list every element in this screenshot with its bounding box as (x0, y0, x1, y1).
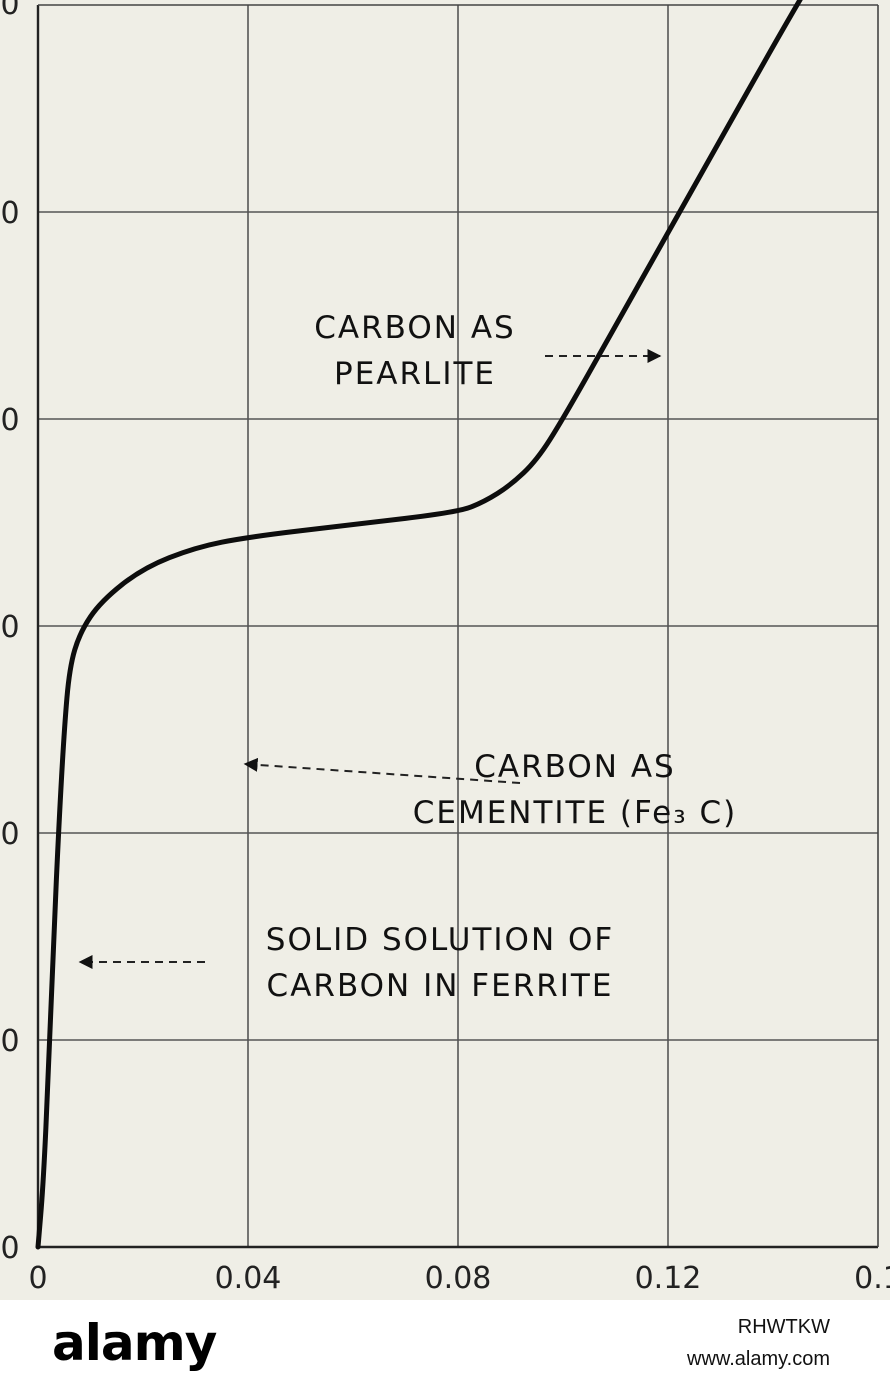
site-url: www.alamy.com (687, 1348, 830, 1370)
line-chart: CARBON AS PEARLITE CARBON AS CEMENTITE (Fe₃… (0, 0, 890, 1296)
y-tick-label: 0 (0, 196, 19, 231)
series-group (35, 0, 803, 1250)
y-tick-label: 0 (0, 1231, 19, 1266)
chart-area: CARBON AS PEARLITE CARBON AS CEMENTITE (Fe₃… (0, 0, 890, 1296)
y-tick-label: 0 (0, 403, 19, 438)
x-tick-label: 0.12 (635, 1261, 702, 1296)
annotation-label: CARBON AS (474, 749, 675, 785)
axes (36, 4, 879, 1249)
y-tick-label: 0 (0, 610, 19, 645)
series-line (35, 0, 803, 1250)
image-id: RHWTKW (737, 1316, 830, 1338)
y-tick-label: 0 (0, 817, 19, 852)
grid (38, 5, 878, 1247)
annotation-label: CARBON AS (314, 310, 515, 346)
y-tick-label: 0 (0, 1024, 19, 1059)
annotation-arrow (243, 757, 521, 784)
x-tick-label: 0 (28, 1261, 47, 1296)
annotation-label: PEARLITE (334, 356, 496, 392)
x-tick-label: 0.04 (215, 1261, 282, 1296)
annotation-label: CARBON IN FERRITE (267, 968, 614, 1004)
annotation-label: SOLID SOLUTION OF (266, 922, 614, 958)
tick-labels: 00.040.080.120.10000000 (0, 0, 890, 1296)
brand-logo: alamy (52, 1314, 217, 1372)
annotations: CARBON AS PEARLITE CARBON AS CEMENTITE (Fe₃… (78, 310, 738, 1004)
x-tick-label: 0.1 (854, 1261, 890, 1296)
watermark-band: alamy RHWTKW www.alamy.com (0, 1300, 890, 1390)
y-tick-label: 0 (0, 0, 19, 22)
annotation-label: CEMENTITE (Fe₃ C) (413, 795, 738, 831)
x-tick-label: 0.08 (425, 1261, 492, 1296)
